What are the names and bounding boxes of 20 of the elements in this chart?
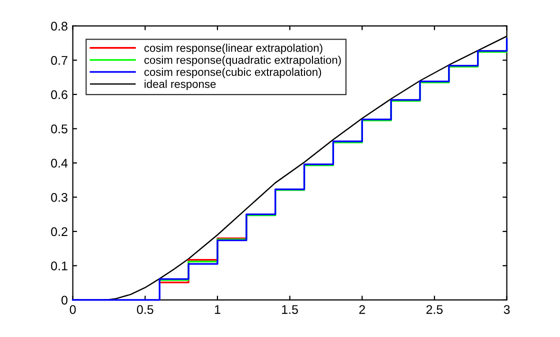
x-tick-label: 2 xyxy=(359,305,365,314)
y-tick-label: 0.2 xyxy=(51,227,68,236)
y-tick-label: 0 xyxy=(61,296,68,305)
y-tick-label: 0.5 xyxy=(51,124,68,134)
y-tick-label: 0.6 xyxy=(51,90,68,100)
x-tick-label: 1.5 xyxy=(282,305,298,314)
y-tick-label: 0.4 xyxy=(51,158,68,168)
legend-label: cosim response(cubic extrapolation) xyxy=(144,68,322,78)
y-tick-label: 0.3 xyxy=(51,192,68,202)
legend-label: ideal response xyxy=(144,80,216,90)
x-tick-label: 3 xyxy=(504,305,510,314)
y-tick-label: 0.7 xyxy=(51,56,68,65)
x-tick-label: 0 xyxy=(70,305,76,314)
y-tick-label: 0.1 xyxy=(51,261,68,270)
x-tick-label: 2.5 xyxy=(426,305,443,314)
x-tick-label: 0.5 xyxy=(136,305,154,314)
legend-label: cosim response(quadratic extrapolation) xyxy=(144,56,341,66)
legend-label: cosim response(linear extrapolation) xyxy=(144,44,322,54)
y-tick-label: 0.8 xyxy=(51,22,68,31)
x-tick-label: 1 xyxy=(214,305,220,314)
